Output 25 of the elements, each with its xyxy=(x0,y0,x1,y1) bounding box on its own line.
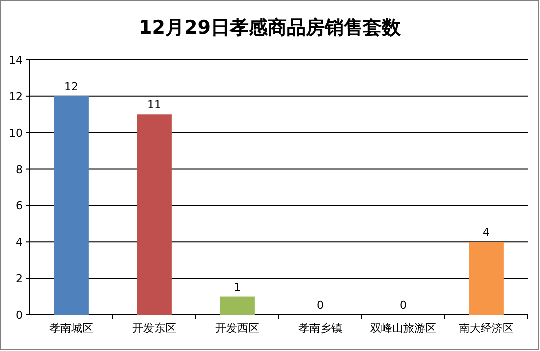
data-label: 12 xyxy=(64,80,78,94)
data-label: 1 xyxy=(234,280,241,294)
x-tick-label: 双峰山旅游区 xyxy=(370,322,436,335)
y-tick-label: 2 xyxy=(16,272,23,286)
y-tick-label: 12 xyxy=(9,90,23,104)
bar xyxy=(469,242,504,315)
bar xyxy=(54,96,89,315)
y-tick-label: 4 xyxy=(16,236,23,250)
bar xyxy=(220,296,255,315)
data-label: 0 xyxy=(400,299,407,312)
data-label: 11 xyxy=(148,98,162,112)
data-label: 4 xyxy=(483,226,490,240)
y-tick-label: 0 xyxy=(16,309,23,322)
data-label: 0 xyxy=(317,299,324,312)
x-tick-label: 孝南乡镇 xyxy=(298,322,342,335)
bar xyxy=(137,114,172,315)
x-tick-label: 开发西区 xyxy=(216,322,260,335)
y-tick-label: 14 xyxy=(9,54,23,67)
y-tick-label: 8 xyxy=(16,163,23,176)
y-tick-label: 10 xyxy=(9,126,23,140)
x-tick-label: 南大经济区 xyxy=(459,322,514,335)
x-tick-label: 孝南城区 xyxy=(50,322,94,335)
y-tick-label: 6 xyxy=(16,200,23,213)
chart-title: 12月29日孝感商品房销售套数 xyxy=(139,17,402,39)
x-tick-label: 开发东区 xyxy=(132,322,176,335)
